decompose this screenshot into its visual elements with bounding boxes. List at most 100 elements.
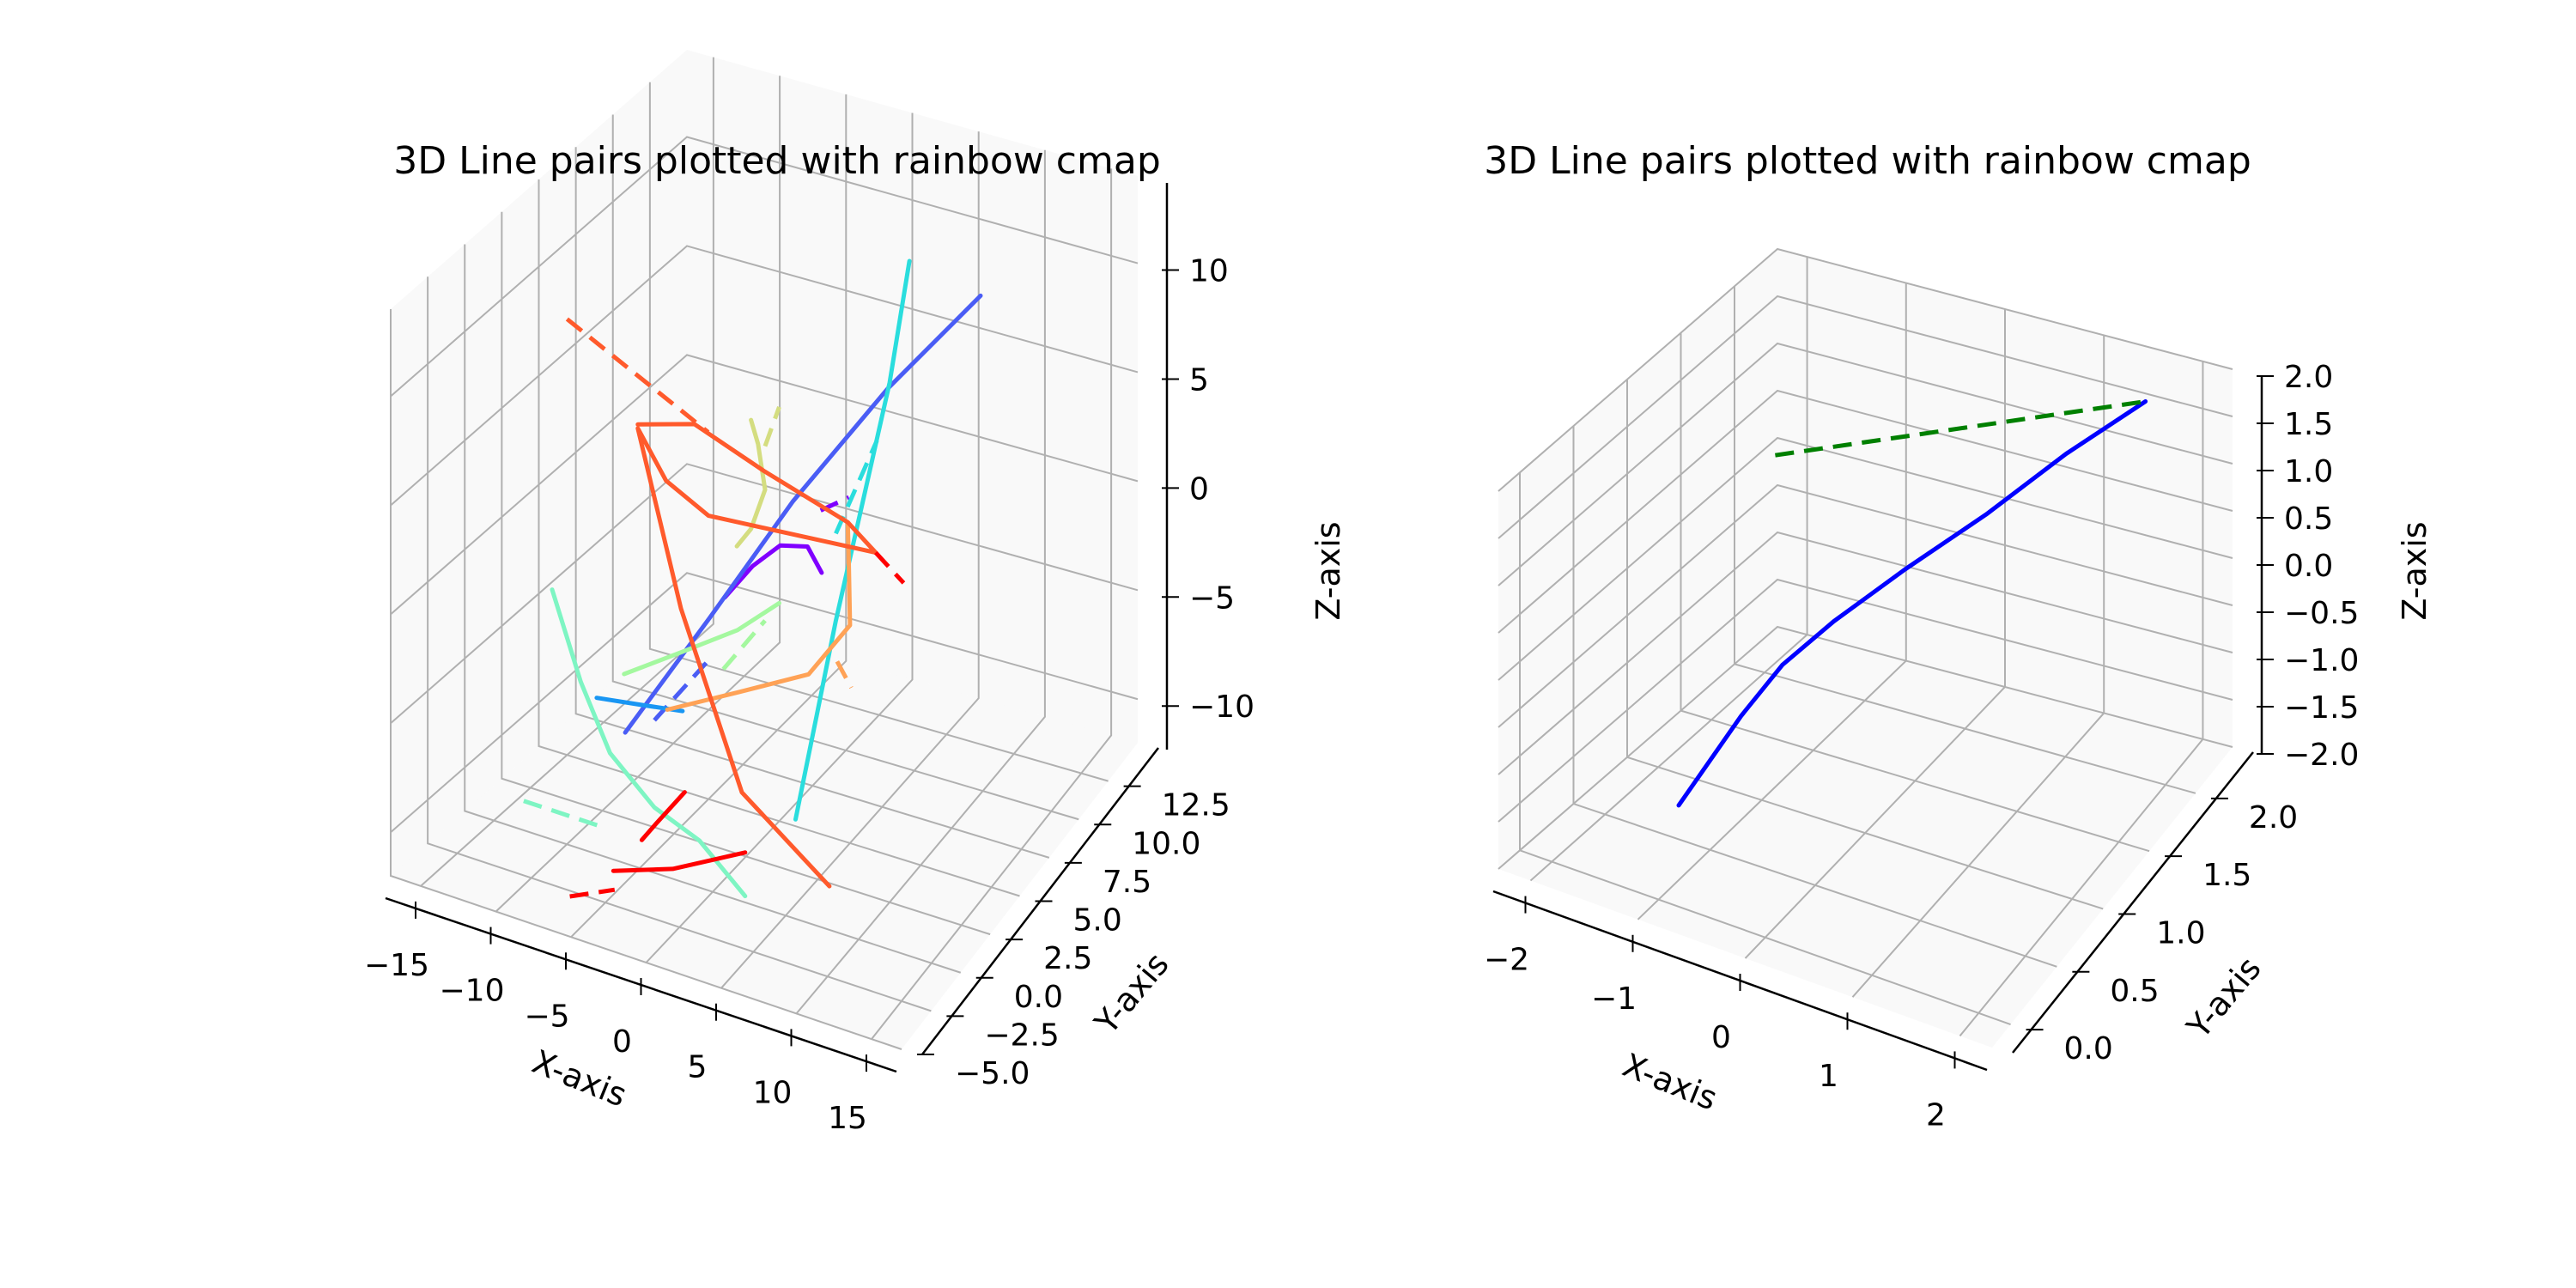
right-data-lines bbox=[1676, 399, 2148, 808]
data-line bbox=[722, 543, 824, 600]
x-tick-label: −10 bbox=[440, 974, 505, 1009]
x-tick-label: −2 bbox=[1484, 943, 1529, 978]
y-gridline bbox=[611, 114, 1079, 821]
x-gridline bbox=[420, 57, 714, 887]
z-tick-label: −10 bbox=[1189, 690, 1255, 725]
subplot-right: −2 −1 0 1 2 0.0 0.5 1.0 1.5 2.0 −2.0 −1.5 −1.0 −0.5 0.… bbox=[1484, 139, 2433, 1133]
right-chart-title: 3D Line pairs plotted with rainbow cmap bbox=[1484, 139, 2251, 183]
z-tick-label: 0 bbox=[1189, 471, 1209, 507]
z-gridline bbox=[1498, 625, 2233, 870]
y-tick-label: 7.5 bbox=[1103, 865, 1151, 900]
z-tick-label: 0.0 bbox=[2284, 549, 2333, 584]
y-gridline bbox=[574, 147, 1050, 859]
x-gridline bbox=[795, 149, 1046, 1015]
x-gridline bbox=[720, 131, 980, 989]
y-tick-label: 10.0 bbox=[1132, 826, 1200, 861]
y-tick-label: 0.5 bbox=[2110, 974, 2159, 1009]
data-line bbox=[762, 406, 781, 447]
y-tick-label: 2.0 bbox=[2249, 800, 2298, 835]
z-gridline bbox=[390, 245, 1139, 507]
data-line bbox=[550, 587, 748, 899]
x-tick-label: −5 bbox=[524, 999, 569, 1034]
z-tick-label: −2.0 bbox=[2284, 738, 2359, 773]
data-line bbox=[611, 850, 748, 873]
z-gridline bbox=[1498, 531, 2233, 775]
z-tick-label: −5 bbox=[1189, 580, 1235, 616]
right-grid bbox=[1498, 247, 2233, 1048]
x-tick-label: 5 bbox=[688, 1050, 708, 1085]
data-line bbox=[569, 887, 616, 899]
z-tick-label: 5 bbox=[1189, 362, 1209, 398]
y-gridline bbox=[390, 309, 902, 1050]
right-tick-labels: −2 −1 0 1 2 0.0 0.5 1.0 1.5 2.0 −2.0 −1.5 −1.0 −0.5 0.… bbox=[1484, 360, 2359, 1133]
y-gridline bbox=[648, 82, 1109, 782]
data-line bbox=[623, 293, 983, 735]
x-tick-label: 2 bbox=[1926, 1097, 1946, 1133]
x-tick-label: 15 bbox=[828, 1101, 867, 1136]
y-tick-label: 1.0 bbox=[2156, 915, 2205, 951]
data-line bbox=[665, 519, 853, 712]
left-tick-labels: −15 −10 −5 0 5 10 15 −5.0−2.50.0 2.55.07.5 10.012… bbox=[364, 254, 1255, 1137]
floor-pane bbox=[1498, 627, 2233, 1048]
data-line bbox=[523, 799, 598, 828]
z-gridline bbox=[390, 354, 1139, 616]
y-axis-line bbox=[2012, 751, 2254, 1054]
y-tick-label: −2.5 bbox=[984, 1018, 1059, 1053]
x-tick-label: −15 bbox=[364, 948, 429, 983]
x-tick-label: −1 bbox=[1591, 981, 1637, 1017]
data-line bbox=[635, 422, 878, 889]
right-z-axis-label: Z-axis bbox=[2396, 521, 2433, 620]
z-gridline bbox=[1498, 342, 2233, 586]
y-tick-label: 0.0 bbox=[1014, 980, 1063, 1015]
z-gridline bbox=[390, 572, 1139, 833]
subplot-left: −15 −10 −5 0 5 10 15 −5.0−2.50.0 2.55.07.5 10.012… bbox=[364, 50, 1347, 1136]
x-gridline bbox=[570, 94, 848, 938]
x-tick-label: 10 bbox=[753, 1075, 793, 1110]
z-gridline bbox=[1498, 389, 2233, 634]
y-gridline bbox=[538, 179, 1020, 897]
z-tick-label: 0.5 bbox=[2284, 501, 2333, 537]
data-line bbox=[622, 600, 781, 677]
z-gridline bbox=[1498, 483, 2233, 728]
x-tick-label: 0 bbox=[1711, 1020, 1731, 1055]
data-line bbox=[721, 619, 767, 671]
z-tick-label: −0.5 bbox=[2284, 596, 2359, 631]
y-tick-label: −5.0 bbox=[955, 1056, 1030, 1091]
x-gridline bbox=[645, 112, 914, 963]
z-tick-label: 2.0 bbox=[2284, 360, 2333, 395]
z-gridline bbox=[390, 463, 1139, 725]
y-gridline bbox=[464, 244, 962, 974]
left-chart-title: 3D Line pairs plotted with rainbow cmap bbox=[393, 139, 1161, 183]
y-tick-label: 1.5 bbox=[2202, 858, 2251, 893]
left-z-axis-label: Z-axis bbox=[1309, 521, 1347, 620]
data-line bbox=[734, 417, 768, 549]
z-gridline bbox=[1498, 295, 2233, 539]
z-tick-label: 1.5 bbox=[2284, 407, 2333, 442]
x-tick-label: 1 bbox=[1819, 1059, 1838, 1094]
y-tick-label: 12.5 bbox=[1162, 788, 1230, 823]
z-tick-label: −1.5 bbox=[2284, 690, 2359, 726]
data-line bbox=[565, 317, 710, 434]
x-tick-label: 0 bbox=[612, 1024, 632, 1060]
y-gridline bbox=[427, 276, 932, 1012]
z-tick-label: −1.0 bbox=[2284, 643, 2359, 678]
y-tick-label: 5.0 bbox=[1073, 903, 1122, 939]
y-tick-label: 2.5 bbox=[1043, 941, 1092, 976]
data-line bbox=[1676, 399, 2148, 808]
z-gridline bbox=[1498, 436, 2233, 681]
y-tick-label: 0.0 bbox=[2064, 1031, 2113, 1066]
z-tick-label: 10 bbox=[1189, 254, 1229, 289]
x-gridline bbox=[871, 168, 1113, 1040]
z-gridline bbox=[390, 136, 1139, 398]
data-line bbox=[873, 550, 906, 585]
z-gridline bbox=[1498, 247, 2233, 492]
left-data-lines bbox=[523, 258, 983, 899]
data-line bbox=[639, 790, 687, 842]
data-line bbox=[835, 660, 854, 690]
z-gridline bbox=[1498, 578, 2233, 823]
z-tick-label: 1.0 bbox=[2284, 454, 2333, 489]
left-grid bbox=[390, 50, 1139, 1050]
data-line bbox=[1775, 399, 2146, 458]
